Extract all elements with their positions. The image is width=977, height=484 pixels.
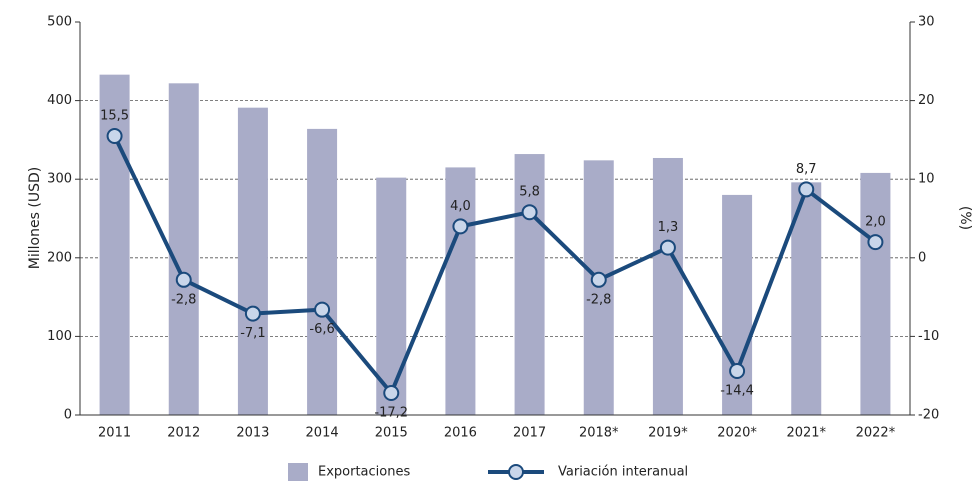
x-tick-label: 2017 — [513, 426, 546, 441]
x-tick-label: 2016 — [444, 426, 477, 441]
y-tick-label: 0 — [64, 408, 72, 423]
marker — [175, 271, 192, 288]
data-label: 1,3 — [658, 220, 679, 235]
y2-tick-label: -10 — [918, 329, 939, 344]
legend-marker — [508, 464, 524, 480]
data-label: -17,2 — [374, 405, 408, 420]
data-label: 4,0 — [450, 199, 471, 214]
marker — [798, 181, 815, 198]
y2-tick-label: 30 — [918, 15, 935, 30]
marker — [729, 362, 746, 379]
x-tick-label: 2022* — [856, 426, 896, 441]
y2-tick-label: 10 — [918, 172, 935, 187]
bar — [168, 83, 199, 416]
data-label: 8,7 — [796, 162, 817, 177]
y2-axis-title: (%) — [957, 206, 973, 230]
data-label: -2,8 — [586, 292, 611, 307]
x-tick-label: 2014 — [306, 426, 339, 441]
y-tick-label: 500 — [47, 15, 72, 30]
data-label: 5,8 — [519, 185, 540, 200]
y2-tick-label: 20 — [918, 93, 935, 108]
y-axis-title: Millones (USD) — [27, 167, 43, 269]
y2-tick-label: -20 — [918, 408, 939, 423]
y2-tick-label: 0 — [918, 250, 926, 265]
x-tick-label: 2019* — [648, 426, 688, 441]
bar — [652, 157, 683, 415]
legend-label: Exportaciones — [318, 465, 410, 480]
y-tick-label: 200 — [47, 250, 72, 265]
bar — [445, 167, 476, 415]
data-label: 2,0 — [865, 215, 886, 230]
marker — [659, 239, 676, 256]
legend-label: Variación interanual — [558, 465, 688, 480]
x-tick-label: 2015 — [375, 426, 408, 441]
data-label: -2,8 — [171, 292, 196, 307]
marker — [521, 204, 538, 221]
marker — [452, 218, 469, 235]
marker — [244, 305, 261, 322]
bar — [307, 128, 338, 415]
grid — [80, 100, 910, 337]
marker — [106, 127, 123, 144]
y-tick-label: 400 — [47, 93, 72, 108]
y-tick-label: 100 — [47, 329, 72, 344]
marker — [383, 384, 400, 401]
data-label: -14,4 — [720, 383, 754, 398]
x-tick-label: 2013 — [236, 426, 269, 441]
marker — [314, 301, 331, 318]
x-tick-label: 2011 — [98, 426, 131, 441]
bar — [376, 177, 407, 415]
bar — [99, 74, 130, 416]
bar — [860, 172, 891, 415]
bar — [722, 194, 753, 415]
marker — [590, 271, 607, 288]
bar — [237, 107, 268, 415]
data-label: -6,6 — [309, 322, 334, 337]
y-tick-label: 300 — [47, 172, 72, 187]
x-tick-label: 2018* — [579, 426, 619, 441]
x-tick-label: 2021* — [786, 426, 826, 441]
legend-swatch — [288, 463, 308, 481]
x-tick-label: 2012 — [167, 426, 200, 441]
marker — [867, 234, 884, 251]
data-label: 15,5 — [100, 108, 129, 123]
x-tick-label: 2020* — [717, 426, 757, 441]
line — [112, 135, 877, 395]
data-label: -7,1 — [240, 326, 265, 341]
bar — [514, 154, 545, 415]
